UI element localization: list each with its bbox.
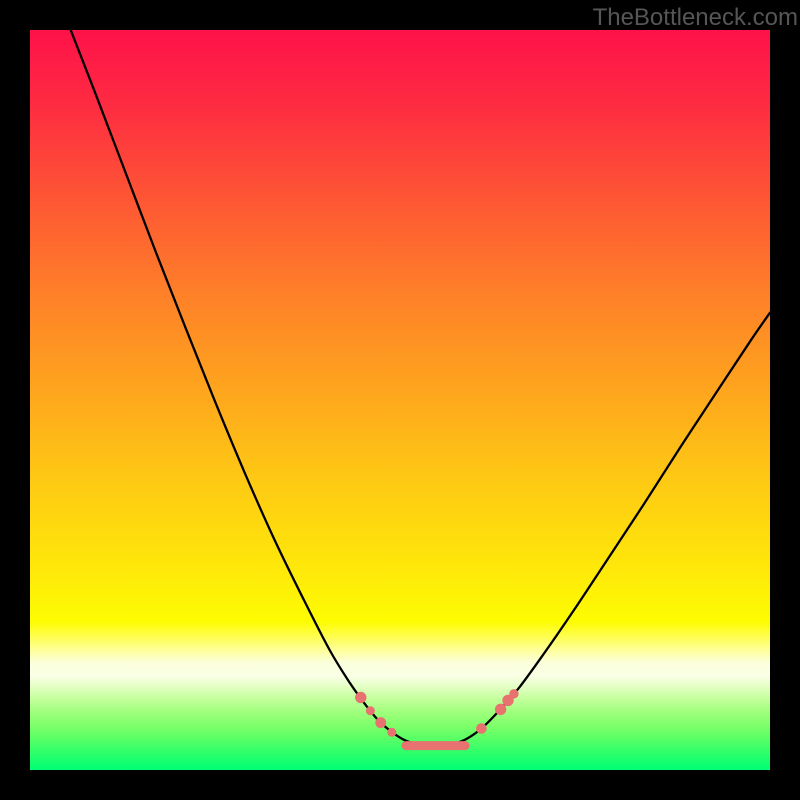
- black-frame: [0, 0, 800, 800]
- chart-stage: TheBottleneck.com: [0, 0, 800, 800]
- watermark-text: TheBottleneck.com: [593, 4, 798, 32]
